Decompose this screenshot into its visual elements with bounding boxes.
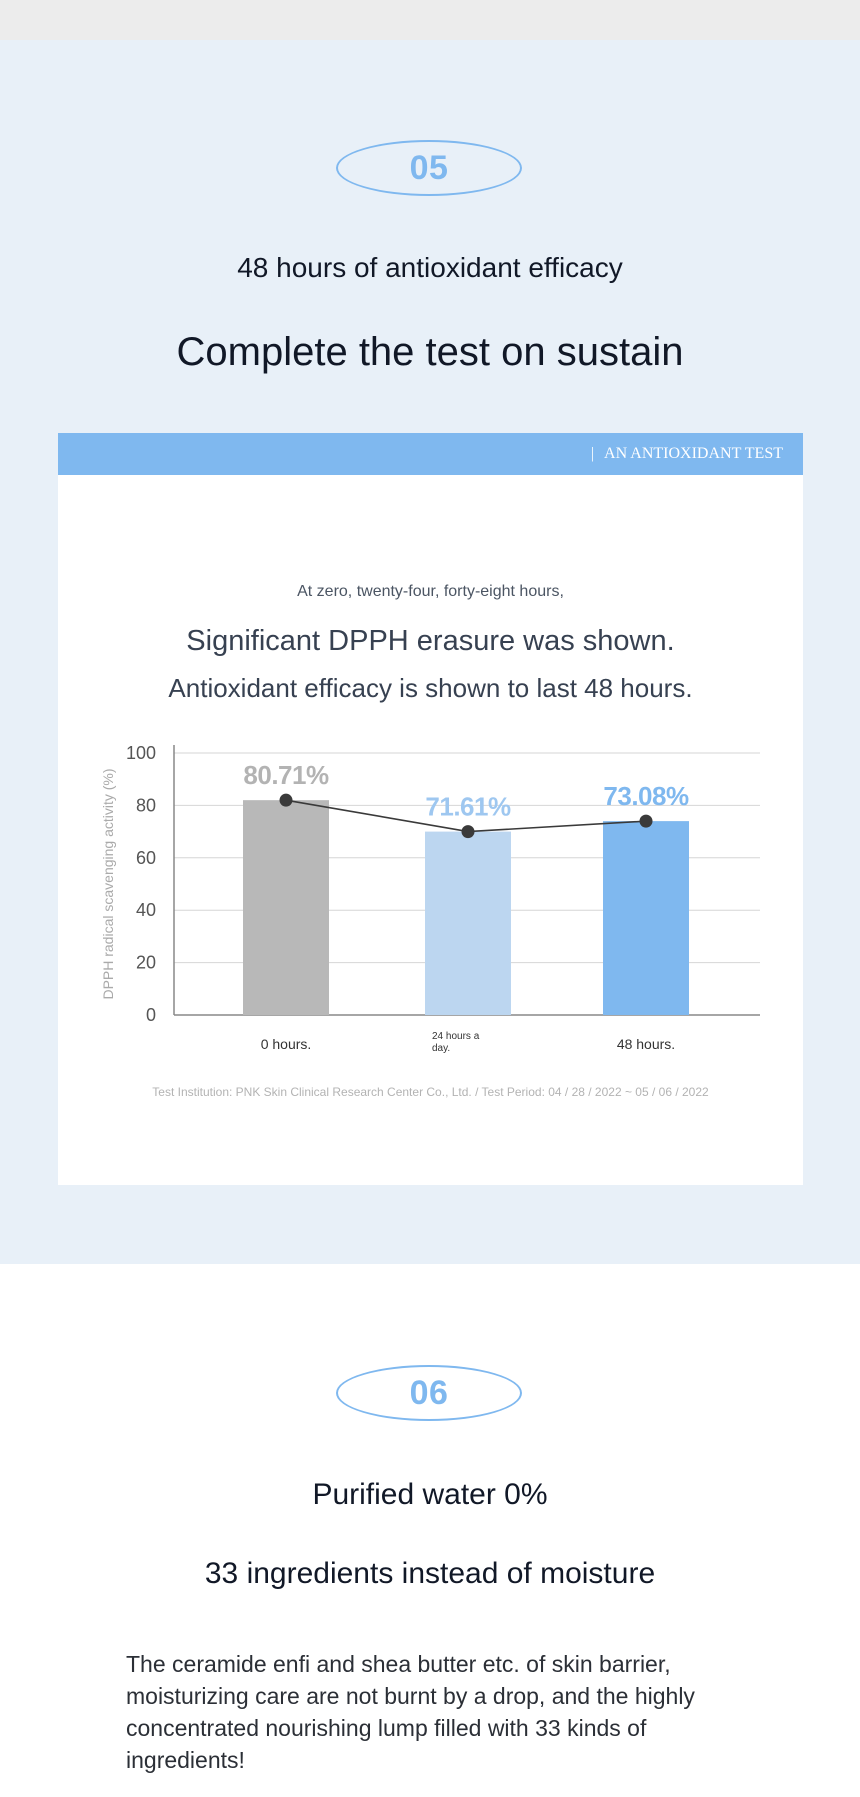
x-tick-label: 0 hours. [261,1036,312,1052]
section-headline: 48 hours of antioxidant efficacy [237,252,623,283]
bar [425,831,511,1015]
data-point [279,793,293,807]
ingredients-section [0,1264,860,1797]
test-banner: | AN ANTIOXIDANT TEST [58,433,803,475]
section-number-badge: 05 [336,140,522,196]
bar [603,821,689,1015]
section-number-06: 06 [409,1373,449,1412]
test-intro: At zero, twenty-four, forty-eight hours, [297,583,564,600]
ingredients-description: The ceramide enfi and shea butter etc. o… [126,1651,695,1773]
section-title: Complete the test on sustain [176,330,684,374]
y-tick-label: 0 [146,1005,156,1025]
data-label: 71.61% [425,792,511,822]
test-conclusion: Antioxidant efficacy is shown to last 48… [168,673,693,703]
section-headline-06: Purified water 0% [312,1478,548,1511]
x-tick-label: 48 hours. [617,1036,675,1052]
section-title-06: 33 ingredients instead of moisture [204,1557,656,1590]
banner-separator: | [590,445,595,462]
y-tick-label: 60 [136,848,156,868]
section-number-badge-06: 06 [336,1365,522,1421]
data-point [461,825,475,839]
bar [243,800,329,1015]
test-finding: Significant DPPH erasure was shown. [186,625,675,657]
y-tick-label: 40 [136,900,156,920]
antioxidant-test-card: | AN ANTIOXIDANT TEST At zero, twenty-fou… [58,433,803,1185]
top-bar [0,0,860,40]
y-tick-label: 80 [136,795,156,815]
data-label: 80.71% [243,760,329,790]
antioxidant-chart: 0 20 40 60 80 100 DPPH radical scavenging acti… [100,743,760,1054]
section-number: 05 [409,148,449,187]
banner-label: AN ANTIOXIDANT TEST [604,445,783,462]
y-tick-label: 20 [136,953,156,973]
y-tick-label: 100 [126,743,156,763]
data-point [639,814,653,828]
x-tick-label: 24 hours a day. [432,1031,480,1054]
y-axis-label: DPPH radical scavenging activity (%) [100,768,116,999]
data-label: 73.08% [603,781,689,811]
test-footnote: Test Institution: PNK Skin Clinical Rese… [152,1085,709,1099]
